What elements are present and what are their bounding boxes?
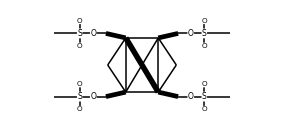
Text: O: O	[90, 92, 96, 101]
Text: S: S	[77, 29, 82, 38]
Text: O: O	[188, 92, 194, 101]
Text: S: S	[202, 29, 207, 38]
Text: S: S	[77, 92, 82, 101]
Text: O: O	[77, 106, 83, 112]
Text: O: O	[201, 43, 207, 49]
Text: O: O	[188, 29, 194, 38]
Text: O: O	[201, 81, 207, 87]
Text: O: O	[77, 18, 83, 24]
Text: S: S	[202, 92, 207, 101]
Text: O: O	[77, 81, 83, 87]
Text: O: O	[90, 29, 96, 38]
Text: O: O	[201, 18, 207, 24]
Text: O: O	[201, 106, 207, 112]
Text: O: O	[77, 43, 83, 49]
